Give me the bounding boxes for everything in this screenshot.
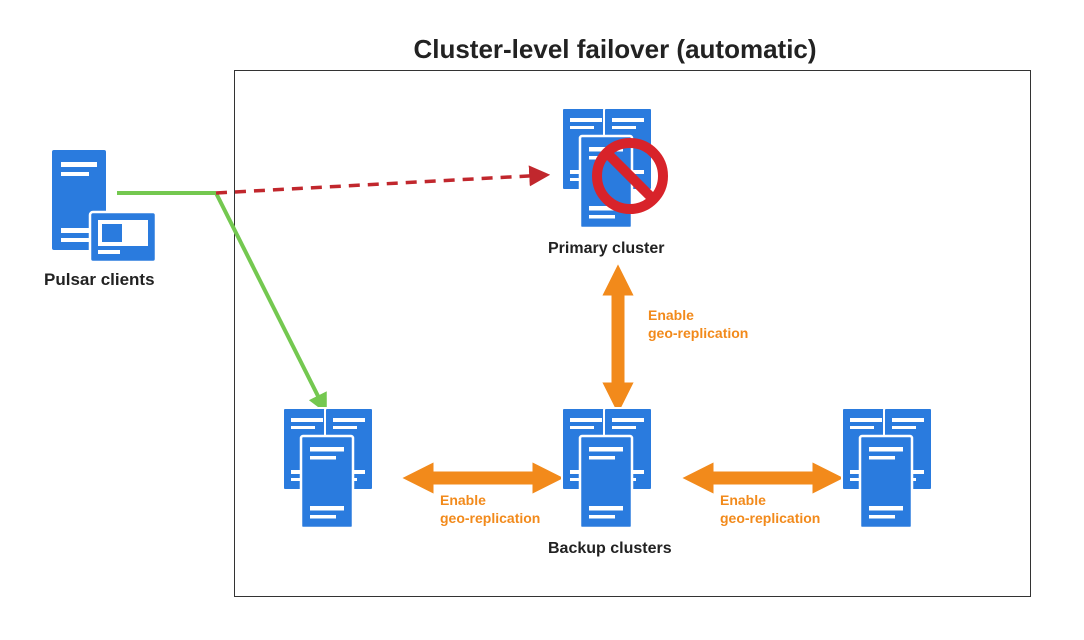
client-server-icon <box>52 150 156 262</box>
geo-label-left: Enable geo-replication <box>440 492 540 527</box>
backup-clusters-label: Backup clusters <box>548 540 672 558</box>
client-label: Pulsar clients <box>44 270 155 290</box>
geo-label-right: Enable geo-replication <box>720 492 820 527</box>
primary-cluster-label: Primary cluster <box>548 240 665 258</box>
diagram-canvas: Cluster-level failover (automatic) <box>0 0 1084 640</box>
geo-label-vertical: Enable geo-replication <box>648 307 748 342</box>
cluster-frame <box>234 70 1031 597</box>
diagram-title: Cluster-level failover (automatic) <box>370 34 860 65</box>
